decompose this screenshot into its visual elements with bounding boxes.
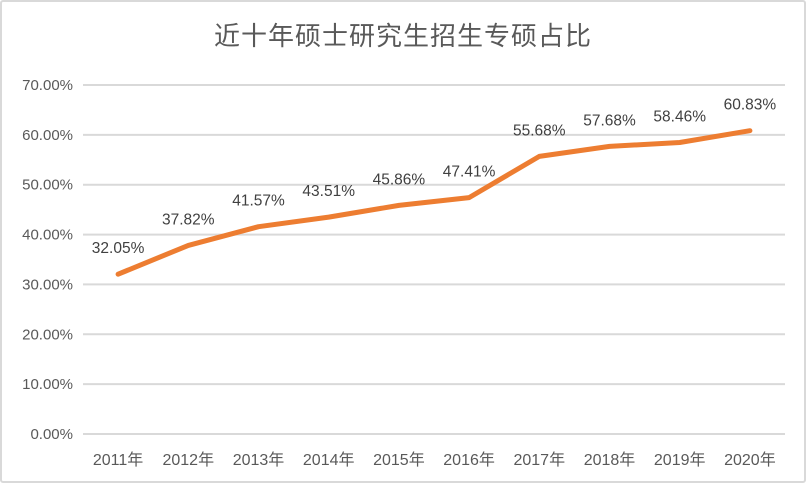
- chart-title: 近十年硕士研究生招生专硕占比: [213, 21, 592, 51]
- y-axis-tick-label: 10.00%: [22, 376, 73, 393]
- data-label: 32.05%: [92, 240, 145, 257]
- data-label: 58.46%: [653, 109, 706, 126]
- x-axis-tick-label: 2017年: [513, 451, 565, 469]
- y-axis-tick-label: 40.00%: [22, 227, 73, 244]
- x-axis-tick-label: 2012年: [162, 451, 214, 469]
- series-line: [115, 128, 753, 277]
- data-label: 45.86%: [373, 171, 426, 188]
- data-label: 57.68%: [583, 112, 636, 129]
- data-label: 60.83%: [724, 97, 777, 114]
- x-axis-tick-label: 2011年: [93, 451, 143, 469]
- x-axis-tick-label: 2013年: [233, 451, 285, 469]
- y-axis-tick-label: 0.00%: [30, 426, 73, 443]
- y-axis-tick-label: 30.00%: [22, 276, 73, 293]
- data-label: 43.51%: [302, 183, 355, 200]
- x-axis-tick-label: 2016年: [443, 451, 495, 469]
- y-axis-tick-label: 20.00%: [22, 326, 73, 343]
- x-axis-tick-label: 2020年: [724, 451, 776, 469]
- x-axis-tick-label: 2014年: [303, 451, 355, 469]
- data-label: 47.41%: [443, 164, 496, 181]
- data-label: 41.57%: [232, 193, 285, 210]
- x-axis-tick-label: 2019年: [654, 451, 706, 469]
- data-label: 37.82%: [162, 211, 215, 228]
- x-axis-tick-label: 2015年: [373, 451, 425, 469]
- y-axis-tick-label: 70.00%: [22, 77, 73, 94]
- y-axis-tick-label: 50.00%: [22, 177, 73, 194]
- data-label: 55.68%: [513, 122, 566, 139]
- y-axis-tick-label: 60.00%: [22, 127, 73, 144]
- x-axis-tick-label: 2018年: [584, 451, 636, 469]
